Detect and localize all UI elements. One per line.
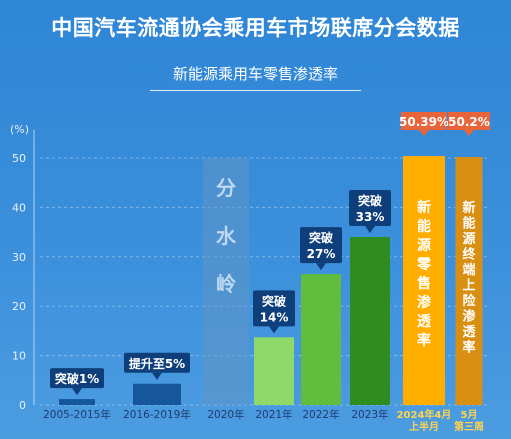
bar-2020年 — [203, 158, 249, 405]
callout-pointer — [316, 263, 326, 271]
subtitle-divider — [150, 90, 361, 91]
callout-pointer — [152, 372, 162, 380]
x-tick-label: 5月 — [461, 409, 478, 421]
y-axis-unit: (%) — [10, 123, 29, 136]
callout-pointer — [72, 388, 82, 396]
bar-2023年 — [350, 237, 390, 405]
callout-pointer — [269, 326, 279, 334]
x-tick-label: 上半月 — [409, 420, 439, 433]
callout-box — [349, 190, 391, 227]
bar-inner-text: 终 — [462, 247, 476, 263]
bar-inner-text: 能 — [417, 218, 431, 235]
y-tick-label: 40 — [12, 201, 26, 214]
bar-inner-text: 新 — [462, 200, 475, 216]
bar-inner-text: 透 — [417, 314, 432, 330]
x-tick-label: 2023年 — [351, 408, 388, 421]
bar-inner-text: 险 — [462, 293, 476, 309]
bar-inner-text: 率 — [462, 340, 475, 356]
callout-label: 突破 — [262, 293, 286, 308]
callout-pointer — [365, 226, 375, 234]
value-label-box — [448, 112, 490, 130]
callout-label: 14% — [260, 310, 289, 324]
value-label-pointer — [419, 130, 429, 136]
x-tick-label: 2020年 — [207, 408, 244, 421]
bar-inner-text: 售 — [416, 275, 431, 292]
callout-box — [300, 227, 342, 264]
bar-inner-text: 能 — [462, 216, 475, 232]
x-tick-label: 2022年 — [302, 408, 339, 421]
x-tick-label: 2005-2015年 — [43, 408, 111, 421]
callout-label: 突破 — [309, 230, 333, 245]
callout-label: 突破 — [358, 193, 382, 208]
callout-box — [124, 352, 190, 373]
bar-inner-text: 源 — [417, 237, 431, 254]
bar-2024年4月上半月 — [403, 156, 445, 405]
bar-inner-text: 率 — [417, 332, 431, 349]
callout-label: 33% — [356, 210, 385, 224]
bar-inner-text: 水 — [216, 224, 237, 248]
y-tick-label: 0 — [19, 399, 26, 412]
bar-inner-text: 源 — [462, 231, 475, 247]
bar-2021年 — [254, 337, 294, 405]
value-label: 50.2% — [448, 115, 490, 129]
y-tick-label: 10 — [12, 350, 26, 363]
y-tick-label: 20 — [12, 300, 26, 313]
bar-inner-text: 渗 — [462, 309, 476, 325]
bar-2016-2019年 — [133, 383, 181, 405]
bar-inner-text: 透 — [462, 325, 475, 340]
callout-label: 提升至5% — [129, 356, 185, 371]
chart-subtitle: 新能源乘用车零售渗透率 — [172, 65, 338, 83]
value-label: 50.39% — [399, 115, 449, 129]
y-tick-label: 50 — [12, 152, 26, 165]
callout-box — [253, 290, 295, 327]
bar-inner-text: 零 — [416, 256, 432, 273]
callout-box — [50, 368, 104, 389]
bar-inner-text: 分 — [216, 176, 236, 200]
bar-2022年 — [301, 274, 341, 405]
bar-5月第三周 — [455, 157, 483, 405]
bar-inner-text: 岭 — [216, 272, 236, 296]
x-tick-label: 2021年 — [255, 408, 292, 421]
y-tick-label: 30 — [12, 251, 26, 264]
callout-label: 27% — [307, 247, 336, 261]
bar-inner-text: 新 — [417, 199, 431, 216]
bar-inner-text: 渗 — [417, 294, 432, 311]
bar-2005-2015年 — [59, 399, 95, 405]
x-tick-label: 2016-2019年 — [123, 408, 191, 421]
callout-label: 突破1% — [55, 371, 99, 386]
page-title: 中国汽车流通协会乘用车市场联席分会数据 — [51, 16, 460, 40]
value-label-box — [401, 112, 447, 130]
x-tick-label: 2024年4月 — [397, 408, 452, 421]
bar-inner-text: 上 — [462, 279, 475, 294]
value-label-pointer — [464, 130, 474, 136]
bar-inner-text: 端 — [462, 262, 475, 278]
x-tick-label: 第三周 — [454, 420, 484, 433]
